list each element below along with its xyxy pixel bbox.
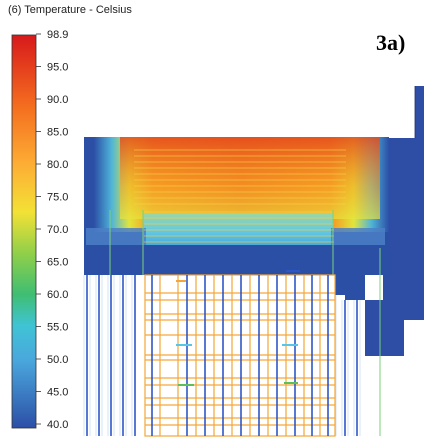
colorbar-tick-label: 55.0 [47,322,68,334]
right-post [415,86,424,138]
colorbar-tick-label: 65.0 [47,257,68,269]
colorbar-tick-label: 60.0 [47,289,68,301]
colorbar-tick-label: 70.0 [47,224,68,236]
cool-band [143,213,333,250]
colorbar-tick-label: 80.0 [47,159,68,171]
colorbar-tick-label: 85.0 [47,127,68,139]
colorbar-tick-label: 50.0 [47,354,68,366]
colorbar-tick-label: 98.9 [47,29,68,41]
hot-zone-stripes [134,149,346,243]
outer-mesh [83,275,361,436]
colorbar-tick-label: 40.0 [47,419,68,431]
colorbar-tick-label: 75.0 [47,192,68,204]
inner-mesh [144,274,336,437]
colorbar [11,34,37,429]
colorbar-title: (6) Temperature - Celsius [8,4,132,16]
colorbar-tick-label: 95.0 [47,62,68,74]
figure-label: 3a) [376,30,406,55]
colorbar-tick-label: 90.0 [47,94,68,106]
colorbar-tick-label: 45.0 [47,387,68,399]
